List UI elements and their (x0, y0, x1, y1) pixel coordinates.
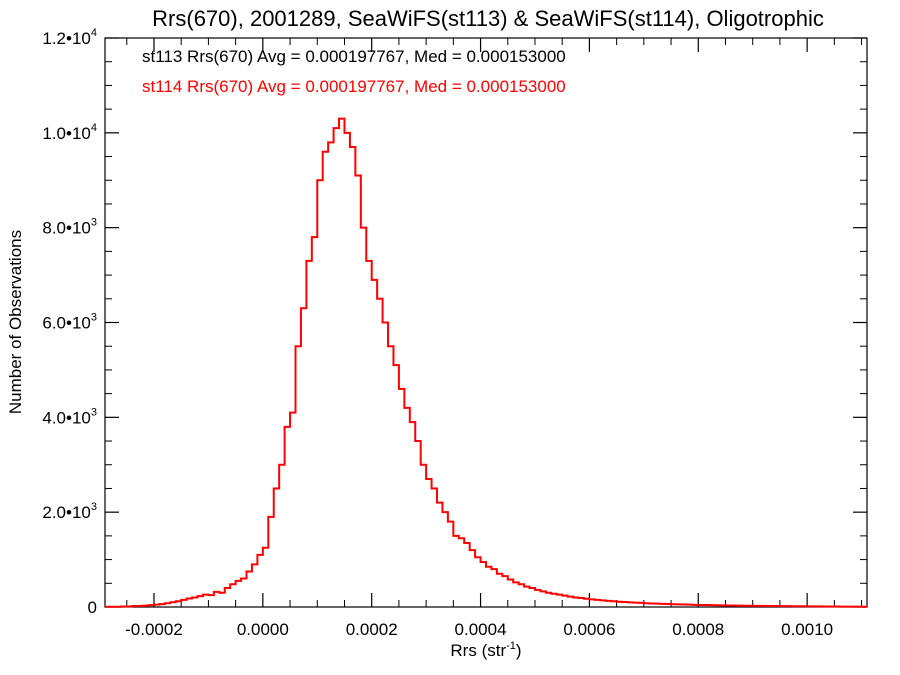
x-axis-label: Rrs (str-1) (450, 640, 521, 660)
x-tick-label: -0.0002 (125, 620, 183, 639)
y-tick-label: 4.0•103 (42, 406, 97, 427)
chart-title: Rrs(670), 2001289, SeaWiFS(st113) & SeaW… (152, 6, 824, 31)
y-tick-label: 1.0•104 (42, 122, 97, 143)
stats-annotation-st113: st113 Rrs(670) Avg = 0.000197767, Med = … (142, 47, 566, 66)
y-axis-label: Number of Observations (6, 230, 25, 414)
x-tick-label: 0.0004 (455, 620, 507, 639)
y-tick-label: 6.0•103 (42, 312, 97, 333)
y-tick-label: 2.0•103 (42, 501, 97, 522)
x-tick-label: 0.0002 (346, 620, 398, 639)
x-tick-label: 0.0010 (781, 620, 833, 639)
x-tick-label: 0.0006 (563, 620, 615, 639)
x-tick-label: 0.0008 (672, 620, 724, 639)
y-tick-label: 0 (88, 598, 97, 617)
histogram-series-st114 (105, 117, 867, 608)
y-axis-ticks: 0 2.0•103 4.0•103 6.0•103 8.0•103 1.0•104 1.2•… (42, 27, 867, 617)
stats-annotation-st114: st114 Rrs(670) Avg = 0.000197767, Med = … (142, 77, 566, 96)
y-tick-label: 1.2•104 (42, 27, 97, 48)
x-axis-ticks: -0.0002 0.0000 0.0002 0.0004 0.0006 0.0008 0.0… (125, 38, 863, 639)
y-tick-label: 8.0•103 (42, 217, 97, 238)
x-tick-label: 0.0000 (237, 620, 289, 639)
